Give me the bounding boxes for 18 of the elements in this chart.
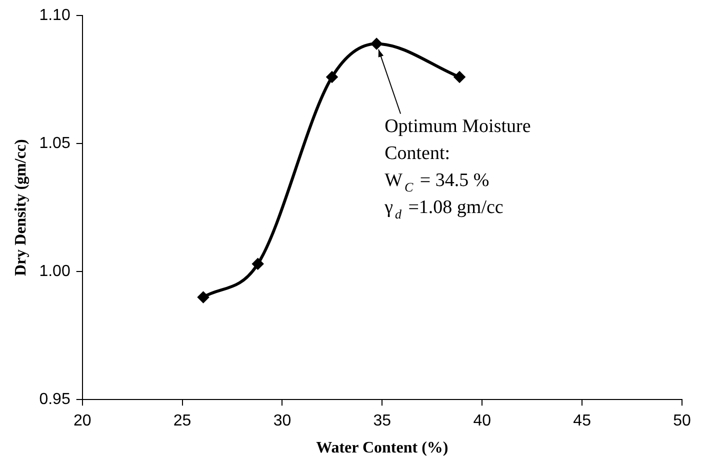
x-tick-label: 50 bbox=[673, 412, 691, 430]
y-tick-label: 1.00 bbox=[39, 263, 70, 280]
x-tick-label: 45 bbox=[573, 412, 592, 430]
x-axis-title: Water Content (%) bbox=[316, 440, 448, 457]
x-tick-label: 20 bbox=[73, 412, 92, 430]
point bbox=[371, 38, 382, 50]
point bbox=[454, 72, 466, 83]
point bbox=[326, 72, 338, 83]
point bbox=[198, 292, 209, 303]
y-axis-title: Dry Density (gm/cc) bbox=[12, 139, 30, 276]
x-tick-label: 35 bbox=[373, 412, 392, 430]
point bbox=[252, 258, 264, 270]
y-tick-label: 1.10 bbox=[39, 7, 70, 24]
y-tick-label: 0.95 bbox=[39, 391, 70, 408]
x-tick-label: 25 bbox=[173, 412, 192, 430]
x-tick-label: 40 bbox=[473, 412, 492, 430]
y-tick-label: 1.05 bbox=[39, 135, 70, 152]
x-tick-label: 30 bbox=[273, 412, 292, 430]
